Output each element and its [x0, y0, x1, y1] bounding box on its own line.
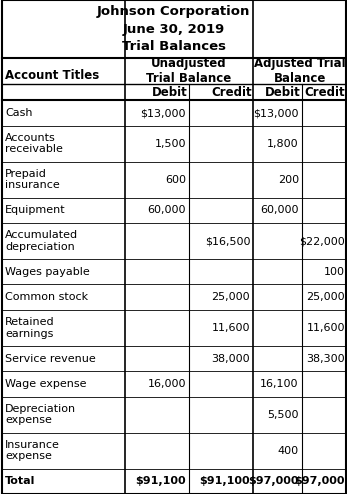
Text: Debit: Debit — [264, 85, 300, 99]
Text: 38,300: 38,300 — [306, 354, 345, 364]
Text: Depreciation
expense: Depreciation expense — [5, 404, 76, 425]
Text: Total: Total — [5, 476, 36, 486]
Text: Accumulated
depreciation: Accumulated depreciation — [5, 230, 78, 252]
Text: 1,800: 1,800 — [267, 139, 299, 149]
Text: 16,000: 16,000 — [147, 379, 186, 389]
Text: Common stock: Common stock — [5, 292, 88, 302]
Text: $13,000: $13,000 — [141, 108, 186, 118]
Text: 200: 200 — [278, 175, 299, 185]
Text: $16,500: $16,500 — [205, 236, 250, 246]
Text: $22,000: $22,000 — [299, 236, 345, 246]
Text: Retained
earnings: Retained earnings — [5, 317, 55, 338]
Text: $97,000: $97,000 — [248, 476, 299, 486]
Text: 11,600: 11,600 — [212, 323, 250, 333]
Text: Adjusted Trial
Balance: Adjusted Trial Balance — [254, 57, 346, 85]
Text: Wages payable: Wages payable — [5, 267, 90, 277]
Text: 60,000: 60,000 — [260, 206, 299, 215]
Text: Unadjusted
Trial Balance: Unadjusted Trial Balance — [146, 57, 232, 85]
Text: 60,000: 60,000 — [147, 206, 186, 215]
Text: 600: 600 — [165, 175, 186, 185]
Text: $97,000: $97,000 — [294, 476, 345, 486]
Text: 5,500: 5,500 — [267, 410, 299, 419]
Text: 25,000: 25,000 — [212, 292, 250, 302]
Text: Account Titles: Account Titles — [5, 69, 100, 82]
Text: 400: 400 — [278, 446, 299, 455]
Text: 38,000: 38,000 — [212, 354, 250, 364]
Text: Cash: Cash — [5, 108, 33, 118]
Text: Credit: Credit — [211, 85, 252, 99]
Text: Insurance
expense: Insurance expense — [5, 440, 60, 461]
Text: $91,100: $91,100 — [200, 476, 250, 486]
Text: Prepaid
insurance: Prepaid insurance — [5, 169, 60, 190]
Text: Trial Balances: Trial Balances — [121, 41, 226, 53]
Text: 25,000: 25,000 — [306, 292, 345, 302]
Text: Debit: Debit — [152, 85, 187, 99]
Text: 11,600: 11,600 — [306, 323, 345, 333]
Text: 16,100: 16,100 — [260, 379, 299, 389]
Text: Service revenue: Service revenue — [5, 354, 96, 364]
Text: Equipment: Equipment — [5, 206, 66, 215]
Text: $13,000: $13,000 — [253, 108, 299, 118]
Text: June 30, 2019: June 30, 2019 — [122, 23, 225, 36]
Text: Accounts
receivable: Accounts receivable — [5, 133, 63, 155]
Text: Wage expense: Wage expense — [5, 379, 87, 389]
Text: 100: 100 — [324, 267, 345, 277]
Text: $91,100: $91,100 — [135, 476, 186, 486]
Text: 1,500: 1,500 — [154, 139, 186, 149]
Text: Johnson Corporation: Johnson Corporation — [97, 5, 250, 18]
Text: Credit: Credit — [304, 85, 345, 99]
